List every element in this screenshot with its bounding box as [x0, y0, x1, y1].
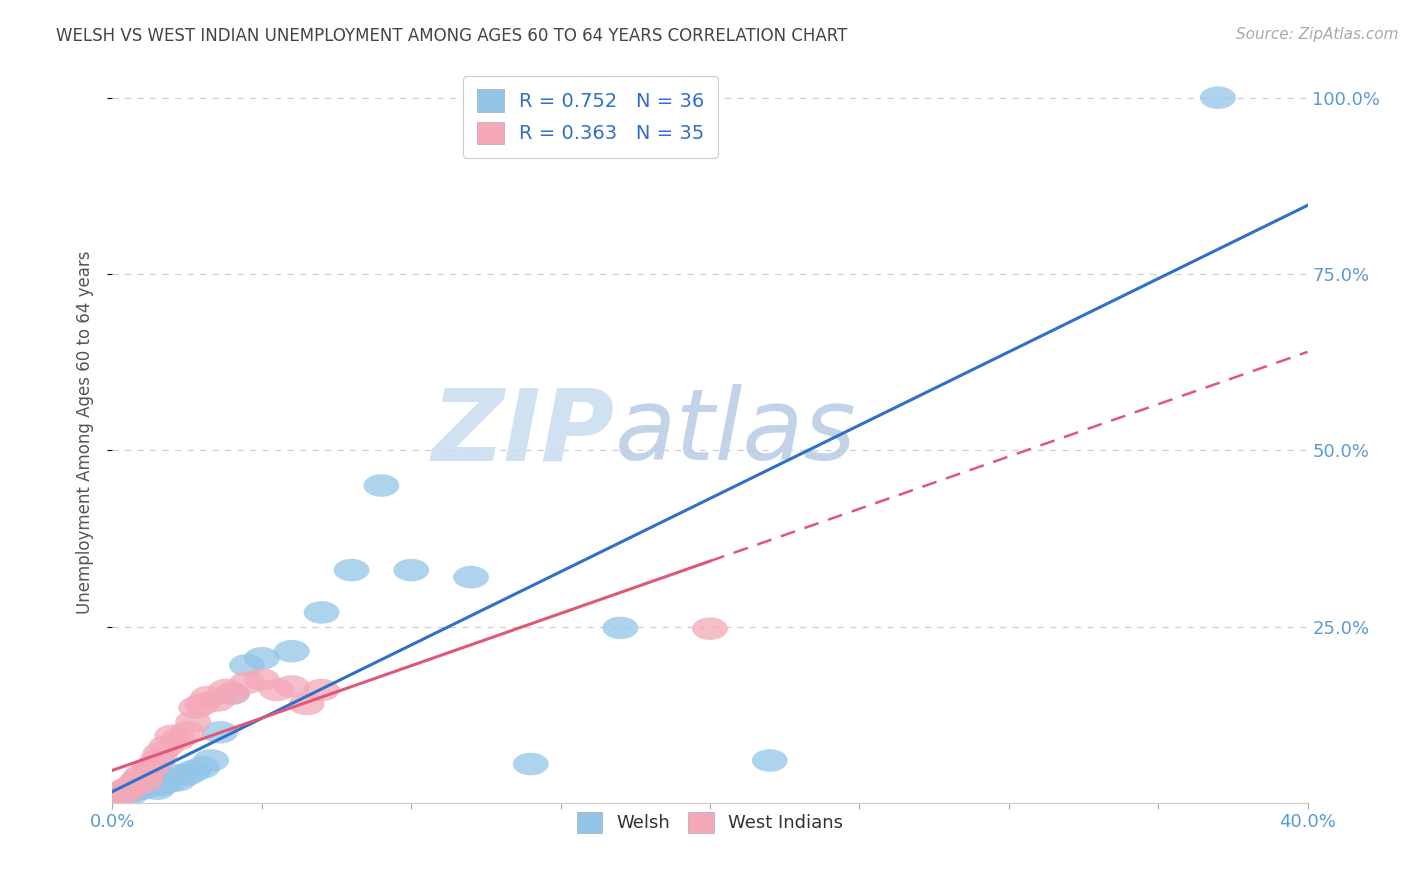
Text: Source: ZipAtlas.com: Source: ZipAtlas.com — [1236, 27, 1399, 42]
Legend: Welsh, West Indians: Welsh, West Indians — [568, 803, 852, 842]
Y-axis label: Unemployment Among Ages 60 to 64 years: Unemployment Among Ages 60 to 64 years — [76, 251, 94, 615]
Text: WELSH VS WEST INDIAN UNEMPLOYMENT AMONG AGES 60 TO 64 YEARS CORRELATION CHART: WELSH VS WEST INDIAN UNEMPLOYMENT AMONG … — [56, 27, 848, 45]
Text: atlas: atlas — [614, 384, 856, 481]
Text: ZIP: ZIP — [432, 384, 614, 481]
